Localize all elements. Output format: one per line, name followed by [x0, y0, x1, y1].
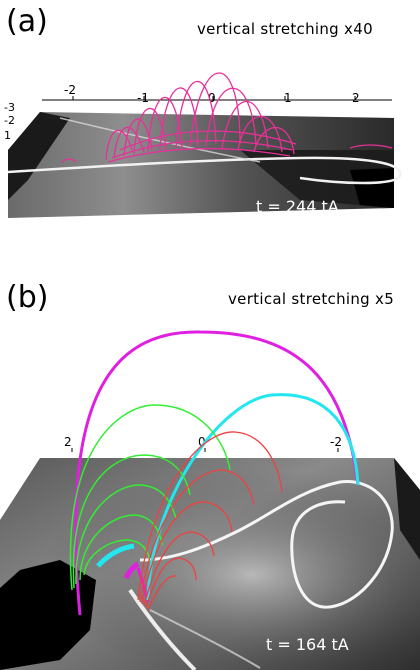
panel-a-tick-top-5: 2 [352, 91, 360, 105]
panel-b-label: (b) [6, 280, 49, 315]
panel-a-field-lines [61, 72, 393, 163]
panel-b-cyan-loop [146, 393, 360, 601]
panel-a-tick-top-3: 0 [208, 91, 216, 105]
panel-a-tick-top-2: -1 [137, 91, 149, 105]
panel-b-bright-lower [149, 609, 261, 669]
panel-b-tick-3: -2 [330, 435, 342, 449]
panel-b-magenta-footpoint [123, 561, 140, 580]
panel-a-stretch-label: vertical stretching x40 [197, 20, 373, 38]
panel-b-dark-right [394, 458, 420, 560]
panel-b-red-loops [137, 431, 283, 611]
panel-b: (b) vertical stretching x5 2 0 -2 [0, 270, 420, 670]
panel-b-bright-band [139, 480, 394, 609]
panel-a-top-tickmarks [72, 96, 356, 100]
panel-a-dark-region [8, 112, 70, 200]
panel-b-magenta-loop [74, 330, 360, 616]
panel-a: (a) vertical stretching x40 -2 -1 0 1 2 … [0, 0, 420, 230]
panel-b-surface-highlight [0, 458, 420, 670]
panel-b-tick-1: 2 [64, 435, 72, 449]
panel-a-tick-left-1: -3 [4, 101, 15, 114]
panel-a-time-label: t = 244 tA [256, 197, 339, 216]
panel-b-tickmarks [71, 448, 339, 452]
panel-b-figure: 2 0 -2 [0, 330, 420, 670]
panel-a-tick-left-2: -2 [4, 114, 15, 127]
panel-a-tick-left-3: 1 [4, 129, 11, 142]
panel-b-stretch-label: vertical stretching x5 [228, 290, 395, 308]
panel-a-bright-band [7, 156, 402, 185]
panel-a-black-patch [350, 168, 394, 208]
panel-b-bright-diagonal [128, 588, 197, 670]
panel-a-tick-top-1: -2 [64, 83, 76, 97]
panel-a-label: (a) [6, 4, 48, 39]
panel-b-time-label: t = 164 tA [266, 635, 349, 654]
panel-a-figure: -2 -1 0 1 2 -3 -2 1 [4, 72, 402, 218]
panel-b-cyan-footpoint [96, 543, 135, 568]
panel-b-tick-2: 0 [198, 435, 206, 449]
panel-a-bright-band-2 [59, 117, 261, 163]
panel-a-tick-top-4: 1 [284, 91, 292, 105]
